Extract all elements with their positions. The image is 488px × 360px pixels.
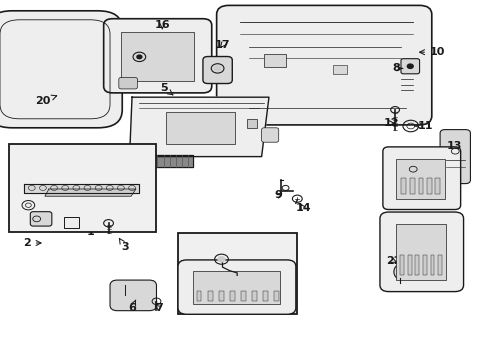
- FancyBboxPatch shape: [439, 130, 469, 184]
- Text: 6: 6: [128, 300, 136, 313]
- Ellipse shape: [393, 265, 405, 279]
- Text: 3: 3: [119, 238, 128, 252]
- Bar: [400, 178, 405, 194]
- Text: 10: 10: [419, 47, 445, 57]
- Text: 9: 9: [274, 190, 282, 200]
- FancyBboxPatch shape: [110, 280, 156, 311]
- Text: 17: 17: [214, 40, 230, 50]
- Circle shape: [214, 66, 220, 71]
- Text: 23: 23: [417, 256, 432, 266]
- Bar: [407, 255, 411, 275]
- Polygon shape: [129, 97, 268, 157]
- Bar: [229, 291, 234, 301]
- Text: 1: 1: [77, 200, 94, 237]
- Polygon shape: [32, 155, 193, 167]
- Bar: [166, 112, 234, 144]
- Bar: [251, 291, 256, 301]
- Bar: [409, 178, 414, 194]
- FancyBboxPatch shape: [0, 11, 122, 128]
- Bar: [395, 159, 444, 199]
- Polygon shape: [45, 189, 136, 196]
- Text: 5: 5: [160, 83, 173, 95]
- Circle shape: [407, 64, 412, 68]
- Bar: [193, 271, 280, 304]
- Bar: [247, 119, 257, 128]
- FancyBboxPatch shape: [30, 212, 52, 226]
- Text: 14: 14: [295, 203, 310, 213]
- Bar: [437, 255, 441, 275]
- Bar: [332, 65, 346, 74]
- FancyBboxPatch shape: [203, 57, 232, 84]
- Bar: [422, 255, 426, 275]
- Bar: [63, 217, 79, 228]
- Bar: [273, 291, 278, 301]
- Bar: [9, 144, 155, 232]
- FancyBboxPatch shape: [178, 260, 295, 314]
- Text: 4: 4: [47, 148, 77, 158]
- Bar: [121, 32, 193, 81]
- Text: 20: 20: [35, 95, 57, 106]
- Circle shape: [137, 55, 142, 59]
- Bar: [434, 178, 439, 194]
- Bar: [218, 291, 223, 301]
- FancyBboxPatch shape: [216, 5, 431, 125]
- Bar: [418, 178, 423, 194]
- Bar: [196, 291, 201, 301]
- Text: 16: 16: [154, 20, 170, 30]
- Text: 2: 2: [23, 238, 41, 248]
- Polygon shape: [24, 184, 139, 193]
- FancyBboxPatch shape: [379, 212, 463, 292]
- Text: 8: 8: [391, 63, 402, 73]
- Text: 18: 18: [131, 47, 147, 57]
- Bar: [429, 255, 433, 275]
- Text: 21: 21: [407, 177, 423, 193]
- Text: 15: 15: [265, 300, 281, 310]
- FancyBboxPatch shape: [382, 147, 460, 210]
- Bar: [178, 233, 296, 314]
- Bar: [427, 178, 431, 194]
- Bar: [207, 291, 212, 301]
- Bar: [240, 291, 245, 301]
- Bar: [399, 255, 403, 275]
- Bar: [395, 224, 445, 280]
- FancyBboxPatch shape: [261, 128, 278, 142]
- Text: 19: 19: [204, 281, 220, 291]
- Text: 13: 13: [446, 141, 462, 151]
- FancyBboxPatch shape: [103, 19, 211, 93]
- FancyBboxPatch shape: [400, 59, 419, 74]
- Text: 7: 7: [155, 303, 163, 313]
- Text: 22: 22: [385, 256, 401, 266]
- Circle shape: [218, 257, 224, 262]
- Text: 12: 12: [383, 118, 398, 128]
- Bar: [264, 54, 285, 67]
- Bar: [262, 291, 267, 301]
- Bar: [414, 255, 418, 275]
- Text: 11: 11: [414, 121, 432, 131]
- FancyBboxPatch shape: [119, 77, 137, 89]
